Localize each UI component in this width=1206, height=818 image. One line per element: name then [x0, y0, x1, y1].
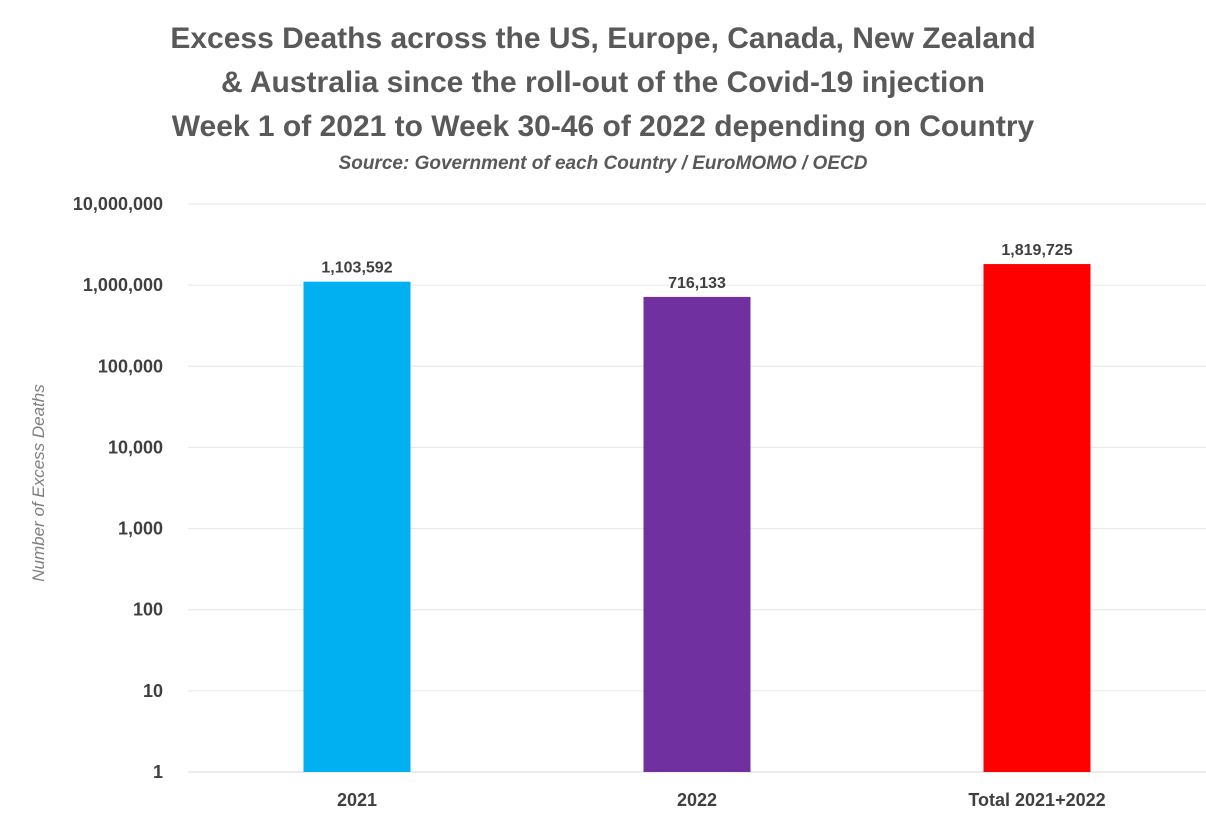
data-label: 716,133: [668, 275, 726, 292]
data-label: 1,103,592: [321, 260, 392, 277]
data-labels: 1,103,592 716,133 1,819,725: [321, 242, 1072, 292]
x-tick-labels: 2021 2022 Total 2021+2022: [337, 790, 1106, 810]
chart-subtitle: Source: Government of each Country / Eur…: [338, 153, 868, 174]
x-tick-label: 2022: [677, 790, 717, 810]
y-tick-label: 10: [143, 681, 163, 701]
bar-2022: [643, 296, 751, 772]
x-tick-label: Total 2021+2022: [968, 790, 1105, 810]
y-tick-label: 1,000: [118, 519, 163, 539]
data-label: 1,819,725: [1001, 242, 1072, 259]
y-tick-label: 10,000,000: [73, 194, 163, 214]
y-tick-label: 1,000,000: [83, 275, 163, 295]
y-tick-label: 100: [133, 600, 163, 620]
bar-total-2021-2022: [983, 264, 1091, 772]
y-axis-label: Number of Excess Deaths: [29, 384, 48, 582]
y-tick-labels: 1 10 100 1,000 10,000 100,000 1,000,000 10,000,…: [73, 194, 163, 782]
x-tick-label: 2021: [337, 790, 377, 810]
bar-2021: [303, 281, 411, 772]
y-tick-label: 10,000: [108, 437, 163, 457]
y-tick-label: 1: [153, 762, 163, 782]
y-tick-label: 100,000: [98, 356, 163, 376]
chart-title-line-1: Excess Deaths across the US, Europe, Can…: [170, 22, 1036, 55]
bars: [303, 264, 1091, 772]
chart-title-line-3: Week 1 of 2021 to Week 30-46 of 2022 dep…: [171, 110, 1035, 143]
chart-title-line-2: & Australia since the roll-out of the Co…: [221, 66, 985, 99]
